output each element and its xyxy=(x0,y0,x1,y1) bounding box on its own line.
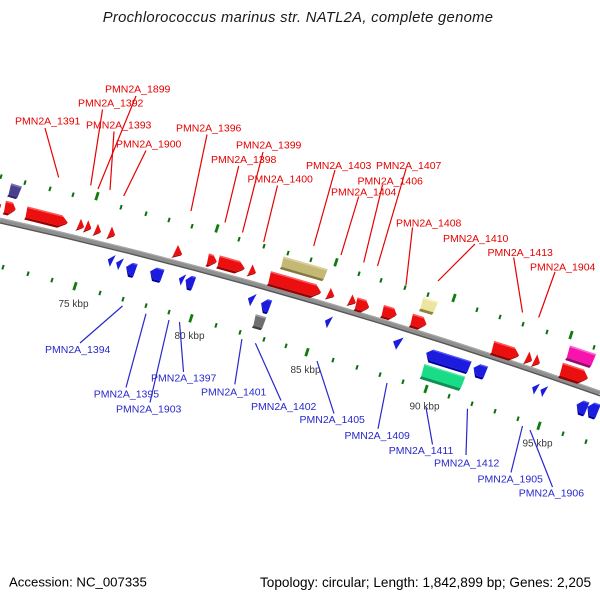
svg-text:Prochlorococcus marinus str. N: Prochlorococcus marinus str. NATL2A, com… xyxy=(103,10,494,26)
svg-text:PMN2A_1405: PMN2A_1405 xyxy=(300,414,366,426)
svg-text:PMN2A_1402: PMN2A_1402 xyxy=(251,401,317,413)
svg-text:PMN2A_1396: PMN2A_1396 xyxy=(176,123,242,135)
svg-text:PMN2A_1398: PMN2A_1398 xyxy=(211,154,277,166)
svg-text:PMN2A_1392: PMN2A_1392 xyxy=(78,98,144,110)
svg-text:PMN2A_1413: PMN2A_1413 xyxy=(488,247,554,259)
svg-text:Accession: NC_007335: Accession: NC_007335 xyxy=(9,575,147,590)
svg-text:PMN2A_1400: PMN2A_1400 xyxy=(248,174,314,186)
svg-text:PMN2A_1401: PMN2A_1401 xyxy=(201,387,267,399)
svg-text:PMN2A_1903: PMN2A_1903 xyxy=(116,403,182,415)
svg-text:PMN2A_1394: PMN2A_1394 xyxy=(45,344,111,356)
svg-text:PMN2A_1899: PMN2A_1899 xyxy=(105,84,171,96)
svg-text:PMN2A_1906: PMN2A_1906 xyxy=(519,488,585,500)
svg-text:PMN2A_1397: PMN2A_1397 xyxy=(151,373,217,385)
svg-text:PMN2A_1395: PMN2A_1395 xyxy=(94,388,160,400)
svg-text:PMN2A_1399: PMN2A_1399 xyxy=(236,140,302,152)
svg-text:PMN2A_1393: PMN2A_1393 xyxy=(86,120,152,132)
svg-text:PMN2A_1412: PMN2A_1412 xyxy=(434,458,500,470)
svg-text:PMN2A_1404: PMN2A_1404 xyxy=(331,187,397,199)
svg-text:PMN2A_1391: PMN2A_1391 xyxy=(15,116,81,128)
svg-text:PMN2A_1904: PMN2A_1904 xyxy=(530,261,596,273)
svg-text:75 kbp: 75 kbp xyxy=(59,299,89,310)
svg-text:PMN2A_1905: PMN2A_1905 xyxy=(478,473,544,485)
svg-text:95 kbp: 95 kbp xyxy=(523,438,553,449)
svg-text:90 kbp: 90 kbp xyxy=(410,402,440,413)
svg-text:85 kbp: 85 kbp xyxy=(291,365,321,376)
svg-text:PMN2A_1411: PMN2A_1411 xyxy=(389,445,454,457)
svg-text:PMN2A_1403: PMN2A_1403 xyxy=(306,160,372,172)
svg-text:80 kbp: 80 kbp xyxy=(175,331,205,342)
svg-text:PMN2A_1900: PMN2A_1900 xyxy=(116,139,182,151)
svg-text:PMN2A_1408: PMN2A_1408 xyxy=(396,218,462,230)
svg-text:PMN2A_1410: PMN2A_1410 xyxy=(443,233,509,245)
svg-text:PMN2A_1406: PMN2A_1406 xyxy=(358,175,424,187)
svg-text:PMN2A_1407: PMN2A_1407 xyxy=(376,160,442,172)
svg-text:PMN2A_1409: PMN2A_1409 xyxy=(345,430,411,442)
svg-text:Topology: circular; Length: 1,: Topology: circular; Length: 1,842,899 bp… xyxy=(260,575,591,590)
